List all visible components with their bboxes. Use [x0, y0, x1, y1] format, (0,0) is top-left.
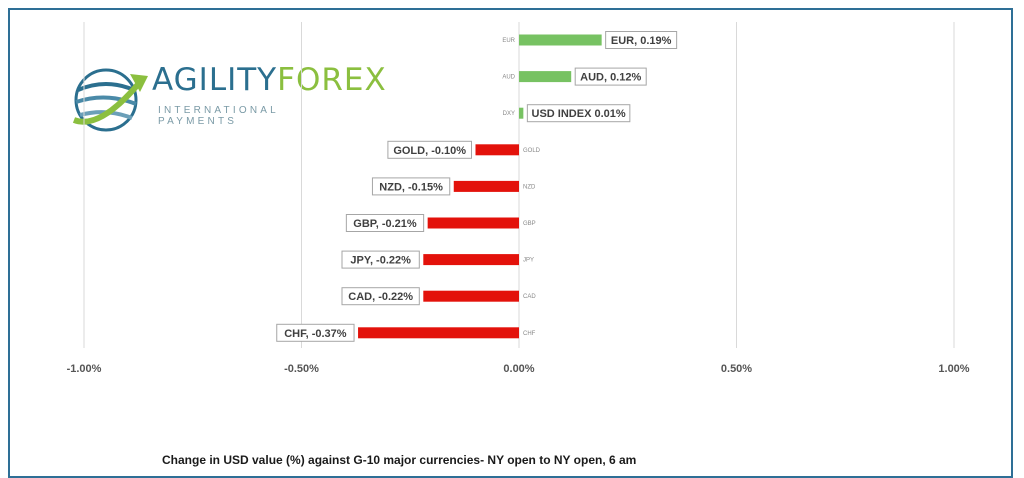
- data-label-box: [574, 67, 647, 86]
- bar: [519, 34, 602, 46]
- category-label: GBP: [523, 221, 536, 227]
- data-label-box: [341, 250, 420, 269]
- data-label: GOLD, -0.10%: [393, 145, 466, 157]
- data-label: CAD, -0.22%: [348, 291, 413, 303]
- data-label: GBP, -0.21%: [353, 218, 417, 230]
- data-label: JPY, -0.22%: [350, 255, 411, 267]
- category-label: CHF: [523, 331, 536, 337]
- data-label-box: [345, 214, 425, 232]
- bar: [423, 254, 519, 266]
- chart-frame: AGILITYFOREX INTERNATIONAL PAYMENTS Chan…: [8, 8, 1013, 478]
- globe-arrow-icon: [72, 68, 148, 132]
- category-label: AUD: [502, 75, 515, 81]
- x-tick-label: 1.00%: [938, 363, 969, 375]
- x-tick-label: -1.00%: [67, 363, 102, 375]
- category-label: DXY: [503, 111, 515, 117]
- category-label: CAD: [523, 294, 536, 300]
- x-tick-label: 0.00%: [503, 363, 534, 375]
- data-label: NZD, -0.15%: [379, 181, 443, 193]
- data-label: CHF, -0.37%: [284, 328, 347, 340]
- logo-text-forex: FOREX: [277, 62, 387, 98]
- category-label: GOLD: [523, 148, 541, 154]
- data-label-box: [387, 140, 472, 159]
- x-tick-label: -0.50%: [284, 363, 319, 375]
- bar: [519, 107, 524, 119]
- chart-caption: Change in USD value (%) against G-10 maj…: [162, 453, 637, 467]
- bar: [475, 144, 519, 156]
- x-tick-label: 0.50%: [721, 363, 752, 375]
- category-label: EUR: [502, 38, 515, 44]
- data-label: USD INDEX 0.01%: [532, 108, 626, 120]
- data-label-box: [276, 323, 355, 342]
- data-label: EUR, 0.19%: [611, 35, 672, 47]
- bar: [519, 71, 572, 83]
- bar: [358, 327, 519, 339]
- logo-wordmark: AGILITYFOREX: [152, 62, 387, 98]
- agility-forex-logo: AGILITYFOREX INTERNATIONAL PAYMENTS: [70, 60, 386, 140]
- bar: [423, 290, 519, 302]
- logo-text-agility: AGILITY: [152, 62, 278, 98]
- bar: [453, 180, 519, 192]
- category-label: JPY: [523, 258, 534, 264]
- data-label-box: [371, 177, 451, 196]
- logo-subtitle: INTERNATIONAL PAYMENTS: [158, 105, 279, 127]
- data-label-box: [605, 31, 678, 49]
- category-label: NZD: [523, 184, 536, 190]
- data-label-box: [341, 287, 420, 306]
- data-label: AUD, 0.12%: [580, 72, 641, 84]
- bar: [427, 217, 519, 229]
- data-label-box: [526, 104, 631, 123]
